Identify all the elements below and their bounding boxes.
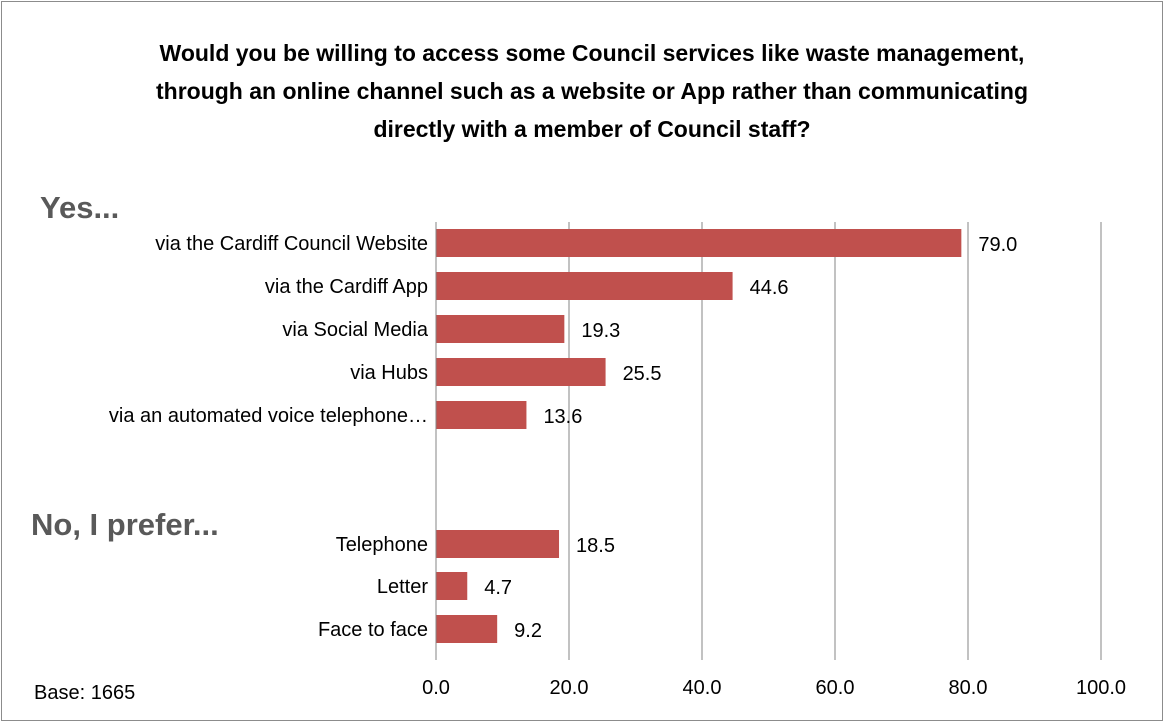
x-tick-label: 20.0 <box>550 677 589 699</box>
bar <box>436 615 498 643</box>
data-label: 9.2 <box>514 620 542 642</box>
bar <box>436 315 565 343</box>
data-label: 25.5 <box>623 363 662 385</box>
data-label: 13.6 <box>543 406 582 428</box>
group-label-no: No, I prefer... <box>31 507 219 542</box>
group-label-yes: Yes... <box>40 190 120 225</box>
x-tick-label: 60.0 <box>816 677 855 699</box>
category-label: Telephone <box>336 534 428 556</box>
category-label: via the Cardiff Council Website <box>155 233 428 255</box>
x-tick-label: 40.0 <box>683 677 722 699</box>
data-label: 4.7 <box>484 577 512 599</box>
category-label: via Social Media <box>282 319 429 341</box>
bar <box>436 358 606 386</box>
x-tick-label: 100.0 <box>1076 677 1126 699</box>
bar <box>436 572 468 600</box>
data-label: 19.3 <box>581 320 620 342</box>
bar <box>436 401 527 429</box>
bar <box>436 530 560 558</box>
category-label: via the Cardiff App <box>265 276 428 298</box>
x-tick-label: 0.0 <box>422 677 450 699</box>
bar <box>436 229 962 257</box>
data-label: 79.0 <box>978 234 1017 256</box>
base-note: Base: 1665 <box>34 682 136 704</box>
data-label: 44.6 <box>750 277 789 299</box>
chart-title: Would you be willing to access some Coun… <box>156 40 1028 142</box>
category-label: Letter <box>377 576 428 598</box>
category-label: Face to face <box>318 619 428 641</box>
category-label: via an automated voice telephone… <box>109 405 428 427</box>
category-label: via Hubs <box>350 362 428 384</box>
data-label: 18.5 <box>576 535 615 557</box>
x-tick-label: 80.0 <box>949 677 988 699</box>
bar <box>436 272 733 300</box>
